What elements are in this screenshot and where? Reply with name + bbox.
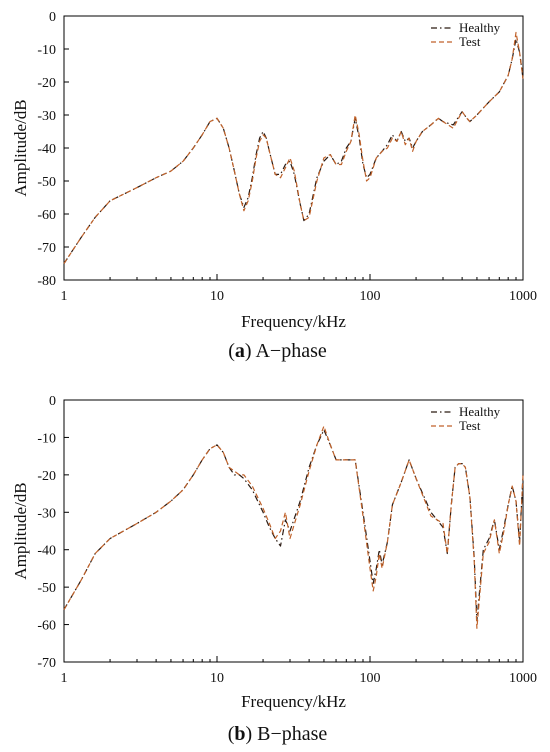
y-tick-label: 0 <box>49 394 56 409</box>
series-line-healthy <box>63 429 524 622</box>
series-line-test <box>63 425 524 629</box>
x-tick-label: 10 <box>210 289 224 304</box>
y-tick-label: 0 <box>49 10 56 25</box>
x-tick-label: 1 <box>61 289 68 304</box>
y-tick-label: -50 <box>37 581 56 596</box>
y-tick-label: -10 <box>37 431 56 446</box>
y-tick-label: -20 <box>37 469 56 484</box>
y-tick-label: -40 <box>37 544 56 559</box>
x-tick-label: 1 <box>61 671 68 686</box>
legend-label-healthy: Healthy <box>459 404 501 419</box>
x-tick-label: 1000 <box>509 289 537 304</box>
y-tick-label: -50 <box>37 175 56 190</box>
y-tick-label: -20 <box>37 76 56 91</box>
legend-label-healthy: Healthy <box>459 20 501 35</box>
panel-caption: (b) B−phase <box>228 723 328 745</box>
panel-caption: (a) A−phase <box>228 340 327 362</box>
legend-label-test: Test <box>459 34 481 49</box>
panel-b: 0 -10 -20 -30 -40 -50 -60 -70 1 10 100 1000 Frequenc… <box>11 394 537 745</box>
y-tick-label: -30 <box>37 109 56 124</box>
plot-frame <box>63 399 524 663</box>
x-axis-label: Frequency/kHz <box>241 312 346 331</box>
x-tick-label: 100 <box>360 289 381 304</box>
y-tick-label: -30 <box>37 506 56 521</box>
y-tick-label: -70 <box>37 241 56 256</box>
y-tick-label: -60 <box>37 619 56 634</box>
y-tick-label: -60 <box>37 208 56 223</box>
y-axis-label: Amplitude/dB <box>11 99 30 196</box>
y-tick-label: -10 <box>37 43 56 58</box>
x-tick-label: 10 <box>210 671 224 686</box>
y-axis-label: Amplitude/dB <box>11 482 30 579</box>
x-tick-label: 100 <box>360 671 381 686</box>
x-tick-label: 1000 <box>509 671 537 686</box>
y-tick-label: -40 <box>37 142 56 157</box>
legend-label-test: Test <box>459 418 481 433</box>
y-tick-label: -70 <box>37 656 56 671</box>
series-line-healthy <box>63 38 524 264</box>
series-line-test <box>63 31 524 264</box>
y-tick-label: -80 <box>37 274 56 289</box>
panel-a: 0 -10 -20 -30 -40 -50 -60 -70 -80 1 10 100 1000 Frequ… <box>11 10 537 362</box>
plot-frame <box>63 15 524 281</box>
x-axis-label: Frequency/kHz <box>241 692 346 711</box>
